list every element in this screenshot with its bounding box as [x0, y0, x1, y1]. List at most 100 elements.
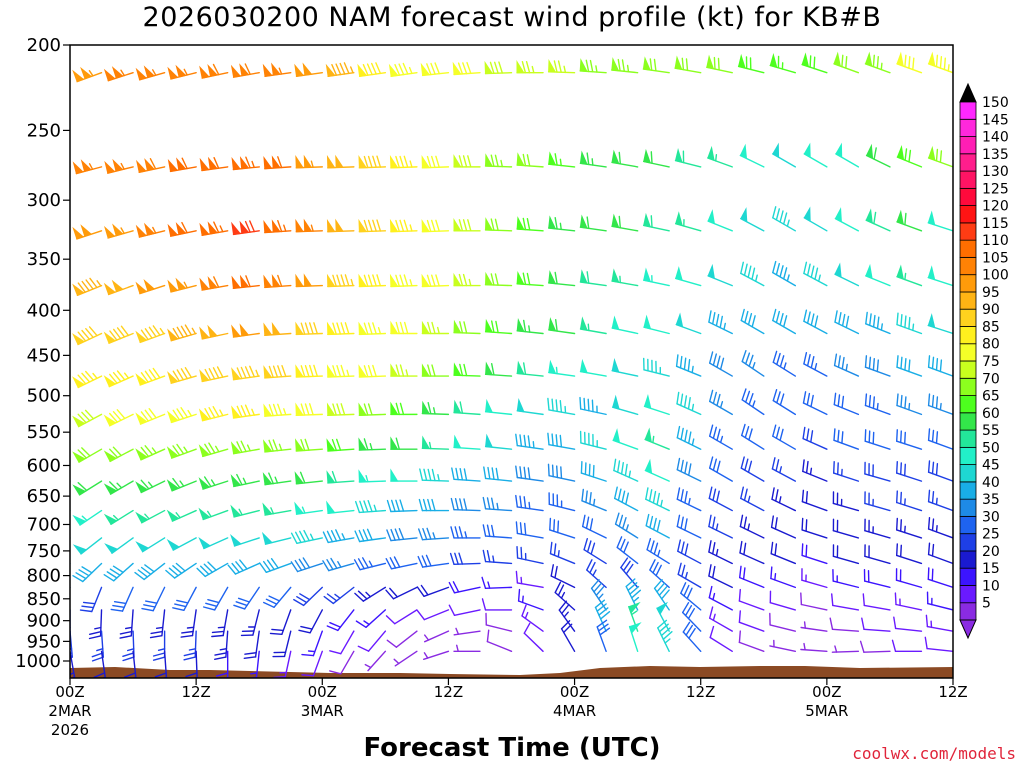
barb-full — [712, 488, 717, 501]
barb-full — [112, 604, 125, 608]
wind-barb — [864, 429, 891, 450]
barb-full — [339, 62, 346, 75]
barb-full — [265, 598, 278, 605]
barb-pennant — [176, 157, 187, 171]
barb-full — [181, 630, 194, 634]
barb-half — [81, 515, 88, 522]
barb-half — [151, 69, 157, 76]
colorbar-swatch — [959, 274, 977, 293]
barb-full — [213, 221, 220, 234]
barb-full — [775, 263, 780, 276]
wind-barb — [70, 71, 71, 74]
barb-full — [367, 219, 373, 233]
barb-full — [106, 571, 118, 579]
wind-barb — [579, 150, 607, 168]
barb-full — [458, 155, 464, 168]
barb-half — [238, 508, 243, 516]
x-tick-label: 12Z — [181, 683, 210, 701]
colorbar-label: 105 — [982, 250, 1009, 266]
barb-half — [350, 66, 354, 74]
barb-full — [326, 593, 338, 602]
barb-full — [684, 605, 693, 617]
barb-half — [179, 480, 185, 487]
wind-barb — [72, 66, 103, 83]
barb-half — [468, 278, 472, 287]
barb-full — [680, 582, 687, 594]
barb-pennant — [104, 543, 119, 554]
wind-barb — [290, 557, 323, 573]
wind-barb — [231, 365, 260, 381]
barb-half — [147, 481, 154, 488]
barb-full — [363, 500, 369, 513]
barb-full — [141, 607, 154, 612]
barb-full — [904, 463, 906, 477]
barb-pennant — [263, 365, 273, 379]
barb-full — [688, 463, 692, 476]
barb-full — [873, 211, 877, 225]
barb-full — [196, 567, 206, 578]
wind-barb — [611, 213, 639, 232]
wind-barb — [358, 469, 387, 483]
barb-pennant — [231, 405, 242, 419]
barb-full — [687, 359, 691, 372]
wind-barb — [230, 504, 260, 518]
barb-full — [176, 369, 185, 381]
barb-full — [896, 312, 899, 326]
wind-barb — [865, 263, 891, 287]
barb-full — [900, 544, 902, 558]
barb-full — [47, 283, 54, 292]
barb-pennant — [103, 68, 116, 82]
wind-barb — [927, 567, 953, 589]
barb-full — [399, 219, 405, 233]
barb-full — [277, 219, 283, 233]
wind-barb — [448, 581, 481, 594]
barb-full — [586, 540, 592, 553]
y-tick-label: 600 — [27, 455, 61, 476]
barb-full — [900, 462, 902, 476]
barb-full — [172, 445, 181, 456]
wind-barb — [927, 355, 953, 377]
barb-pennant — [516, 59, 525, 74]
colorbar-swatch — [959, 256, 977, 276]
barb-full — [801, 543, 804, 557]
x-tick-date: 2MAR — [48, 702, 91, 720]
barb-full — [150, 630, 164, 635]
barb-full — [295, 531, 302, 544]
barb-full — [398, 63, 405, 76]
barb-full — [180, 325, 189, 337]
barb-full — [120, 325, 130, 337]
barb-full — [301, 674, 315, 677]
barb-full — [204, 443, 212, 455]
barb-full — [596, 603, 607, 612]
barb-pennant — [548, 359, 557, 375]
barb-full — [435, 155, 440, 168]
wind-barb — [770, 541, 797, 565]
wind-barb — [135, 65, 166, 81]
wind-barb — [453, 434, 481, 450]
barb-full — [463, 321, 468, 334]
barb-half — [691, 438, 695, 446]
wind-barb — [231, 323, 260, 338]
barb-half — [464, 531, 468, 539]
barb-full — [336, 365, 342, 378]
barb-full — [738, 630, 741, 644]
wind-barb — [676, 391, 702, 416]
barb-full — [323, 595, 334, 605]
barb-half — [428, 441, 432, 450]
barb-full — [108, 412, 119, 423]
barb-full — [140, 329, 149, 341]
wind-barb — [135, 537, 166, 553]
barb-half — [283, 408, 287, 416]
barb-full — [709, 456, 714, 469]
barb-full — [685, 58, 689, 72]
barb-full — [841, 54, 844, 68]
wind-barb — [832, 544, 860, 565]
wind-barb — [424, 630, 450, 643]
y-tick-label: 400 — [27, 300, 61, 321]
wind-barb — [708, 514, 733, 539]
wind-barb — [103, 509, 134, 525]
barb-full — [172, 477, 181, 489]
barb-full — [462, 62, 468, 75]
wind-barb — [230, 533, 260, 547]
barb-full — [717, 57, 720, 71]
